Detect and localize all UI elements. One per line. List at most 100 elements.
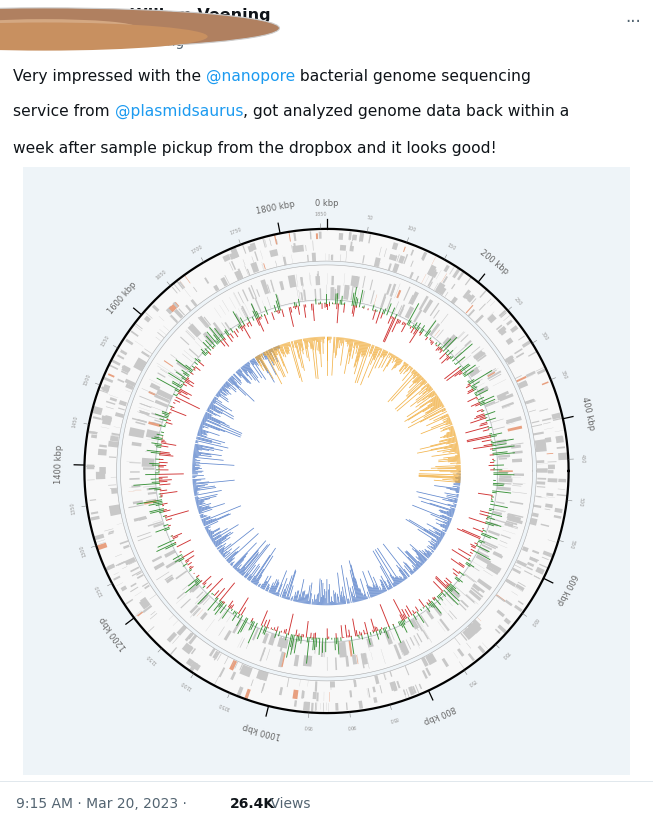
Text: 850: 850 [389, 715, 399, 722]
Wedge shape [449, 268, 453, 274]
Wedge shape [465, 277, 471, 285]
Wedge shape [177, 591, 185, 600]
Wedge shape [526, 566, 533, 571]
Wedge shape [321, 643, 323, 657]
Wedge shape [353, 680, 357, 687]
Wedge shape [86, 466, 95, 467]
Wedge shape [176, 361, 187, 370]
Wedge shape [447, 613, 453, 619]
Wedge shape [256, 289, 260, 297]
Wedge shape [379, 262, 380, 267]
Wedge shape [443, 279, 447, 284]
Wedge shape [486, 368, 498, 375]
Wedge shape [497, 445, 512, 449]
Wedge shape [125, 339, 133, 346]
Wedge shape [301, 691, 304, 699]
Wedge shape [360, 653, 365, 668]
Wedge shape [99, 444, 107, 447]
Wedge shape [204, 336, 211, 344]
Wedge shape [436, 329, 443, 338]
Wedge shape [104, 528, 113, 532]
Wedge shape [395, 255, 397, 261]
Text: 300: 300 [539, 331, 549, 341]
Wedge shape [213, 322, 223, 335]
Wedge shape [115, 554, 122, 557]
Wedge shape [427, 265, 437, 276]
Wedge shape [343, 284, 349, 299]
Wedge shape [122, 566, 127, 569]
Wedge shape [168, 375, 180, 382]
Wedge shape [452, 268, 460, 279]
Wedge shape [288, 275, 296, 288]
Wedge shape [110, 436, 119, 442]
Wedge shape [409, 272, 414, 279]
Wedge shape [316, 702, 317, 710]
Wedge shape [422, 299, 433, 313]
Wedge shape [331, 276, 334, 285]
Wedge shape [503, 315, 510, 321]
Wedge shape [144, 312, 153, 318]
Wedge shape [398, 643, 403, 655]
Wedge shape [444, 597, 453, 606]
Wedge shape [229, 660, 237, 671]
Wedge shape [191, 585, 199, 593]
Wedge shape [262, 262, 264, 270]
Wedge shape [309, 273, 310, 284]
Wedge shape [547, 493, 553, 496]
Wedge shape [231, 672, 236, 680]
Wedge shape [116, 562, 125, 566]
Wedge shape [153, 422, 161, 426]
Wedge shape [469, 590, 482, 601]
Wedge shape [489, 374, 502, 381]
Wedge shape [389, 254, 398, 261]
Wedge shape [266, 649, 270, 661]
Wedge shape [477, 645, 485, 653]
Wedge shape [507, 517, 523, 524]
Wedge shape [362, 256, 365, 264]
Wedge shape [421, 614, 429, 627]
Wedge shape [398, 643, 404, 653]
Wedge shape [185, 304, 191, 312]
Wedge shape [312, 241, 313, 251]
Wedge shape [269, 249, 278, 257]
Wedge shape [214, 308, 221, 318]
Wedge shape [492, 519, 506, 523]
Wedge shape [148, 421, 161, 427]
Wedge shape [267, 297, 271, 308]
Wedge shape [358, 700, 363, 709]
Wedge shape [417, 633, 422, 643]
Wedge shape [536, 496, 543, 498]
Wedge shape [394, 301, 399, 313]
Wedge shape [241, 306, 249, 318]
Text: 200 kbp: 200 kbp [478, 248, 510, 276]
Wedge shape [138, 407, 150, 411]
Wedge shape [383, 673, 386, 680]
Wedge shape [157, 363, 170, 371]
Wedge shape [240, 664, 253, 677]
Wedge shape [507, 358, 517, 363]
Wedge shape [505, 337, 513, 345]
Wedge shape [139, 518, 147, 521]
Wedge shape [152, 304, 159, 312]
Wedge shape [179, 280, 185, 288]
Wedge shape [103, 384, 110, 393]
Wedge shape [503, 618, 511, 624]
Wedge shape [466, 643, 471, 648]
Wedge shape [406, 639, 411, 649]
Wedge shape [349, 230, 351, 241]
Wedge shape [147, 487, 156, 490]
Wedge shape [108, 532, 114, 535]
Wedge shape [302, 691, 305, 698]
Wedge shape [441, 313, 449, 323]
Wedge shape [499, 310, 506, 317]
Text: Very impressed with the: Very impressed with the [13, 69, 206, 84]
FancyBboxPatch shape [20, 165, 633, 777]
Wedge shape [214, 652, 219, 661]
Wedge shape [139, 598, 151, 609]
Wedge shape [303, 655, 312, 667]
Wedge shape [496, 391, 509, 399]
Wedge shape [121, 370, 128, 375]
Wedge shape [512, 567, 521, 574]
Wedge shape [389, 671, 392, 676]
Wedge shape [488, 374, 496, 379]
